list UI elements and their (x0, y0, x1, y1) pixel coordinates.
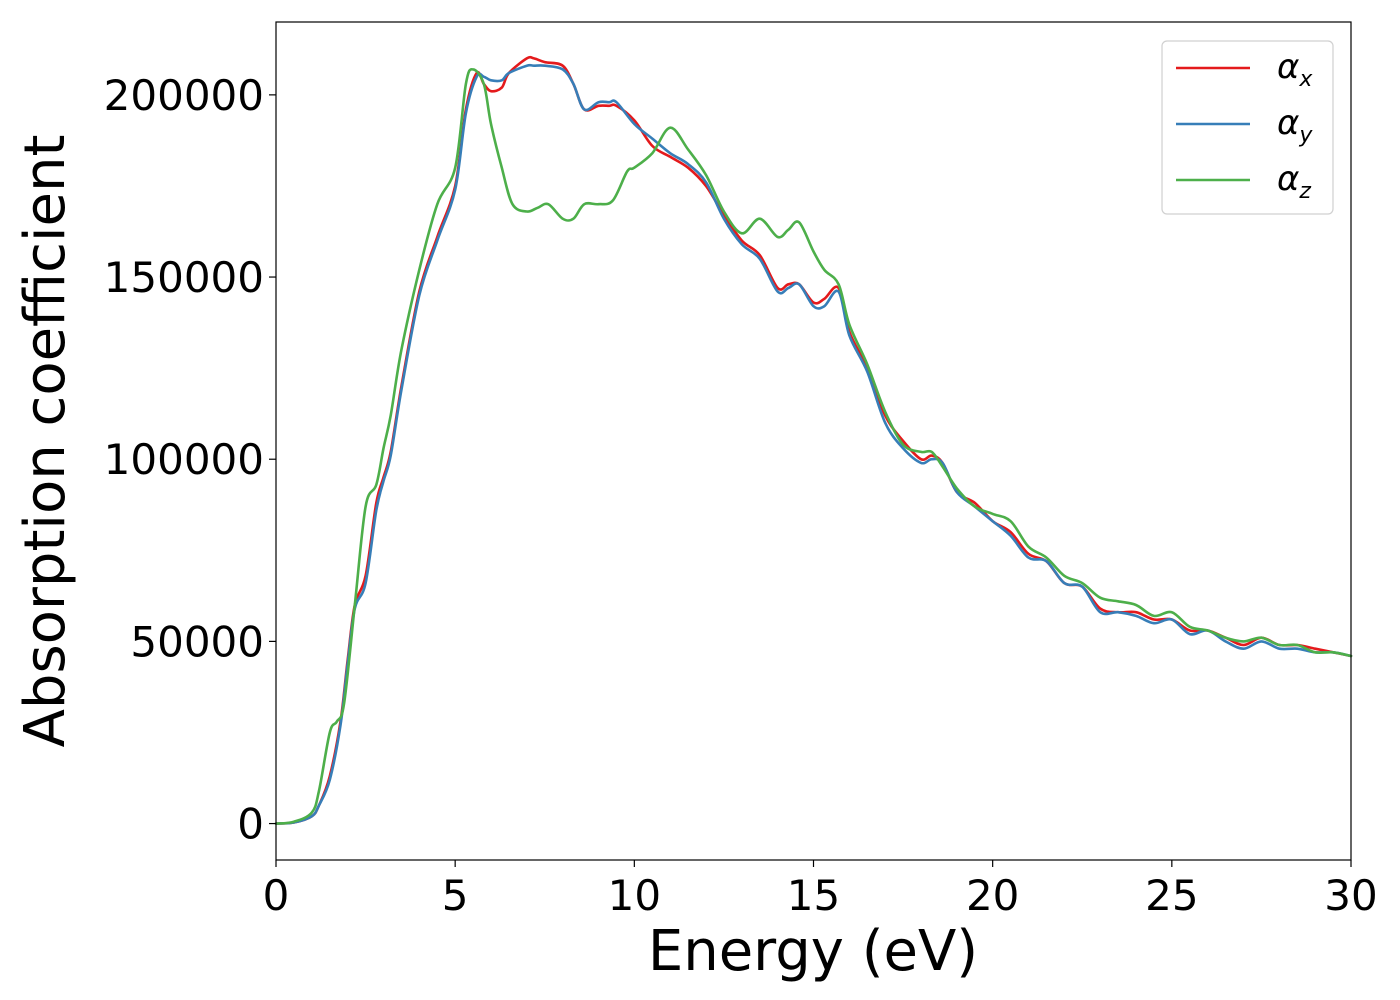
x-tick-label: 20 (966, 871, 1019, 920)
x-tick-label: 10 (608, 871, 661, 920)
legend-label-alpha-z: αz (1277, 159, 1311, 204)
x-axis-title: Energy (eV) (648, 919, 978, 984)
x-tick-label: 15 (787, 871, 840, 920)
y-tick-label: 50000 (130, 617, 264, 666)
y-tick-label: 100000 (104, 435, 264, 484)
x-tick-label: 5 (442, 871, 469, 920)
x-tick-label: 25 (1145, 871, 1198, 920)
y-tick-label: 150000 (104, 253, 264, 302)
tick-layer: 0 5 10 15 20 25 30 0 50000 100000 150000 200000 (104, 71, 1378, 920)
y-tick-label: 0 (237, 800, 264, 849)
series-layer (274, 55, 1353, 825)
x-tick-label: 0 (263, 871, 290, 920)
legend-label-alpha-x: αx (1277, 47, 1313, 92)
legend-frame (1161, 40, 1334, 215)
legend-entries: αx αy αz (1176, 47, 1313, 204)
y-tick-label: 200000 (104, 71, 264, 120)
y-axis-title: Absorption coefficient (13, 135, 78, 748)
legend: αx αy αz (1161, 40, 1334, 215)
legend-label-alpha-y: αy (1277, 103, 1313, 148)
series-line-alpha-z (274, 68, 1353, 825)
x-tick-label: 30 (1324, 871, 1377, 920)
series-line-alpha-y (274, 63, 1353, 825)
